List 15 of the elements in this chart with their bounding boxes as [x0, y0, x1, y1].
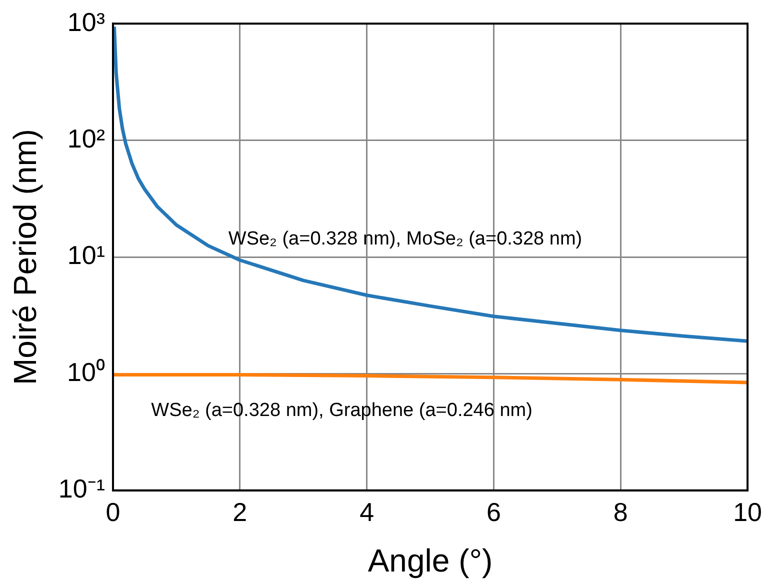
y-tick-label: 10² — [67, 123, 106, 154]
y-tick-label: 10¹ — [67, 240, 106, 270]
x-tick-label: 8 — [613, 497, 628, 528]
x-tick-label: 2 — [232, 497, 248, 528]
y-tick-label: 10³ — [67, 6, 106, 37]
y-tick-label: 10⁰ — [67, 356, 105, 387]
x-tick-label: 0 — [106, 497, 120, 528]
y-axis-title: Moiré Period (nm) — [7, 128, 44, 386]
x-tick-label: 10 — [733, 497, 762, 528]
x-axis-title: Angle (°) — [368, 542, 493, 579]
series-label: WSe₂ (a=0.328 nm), MoSe₂ (a=0.328 nm) — [228, 228, 582, 250]
x-tick-label: 4 — [360, 497, 374, 528]
y-tick-label: 10⁻¹ — [58, 474, 106, 504]
series-label: WSe₂ (a=0.328 nm), Graphene (a=0.246 nm) — [151, 400, 532, 422]
x-tick-label: 6 — [486, 497, 501, 528]
